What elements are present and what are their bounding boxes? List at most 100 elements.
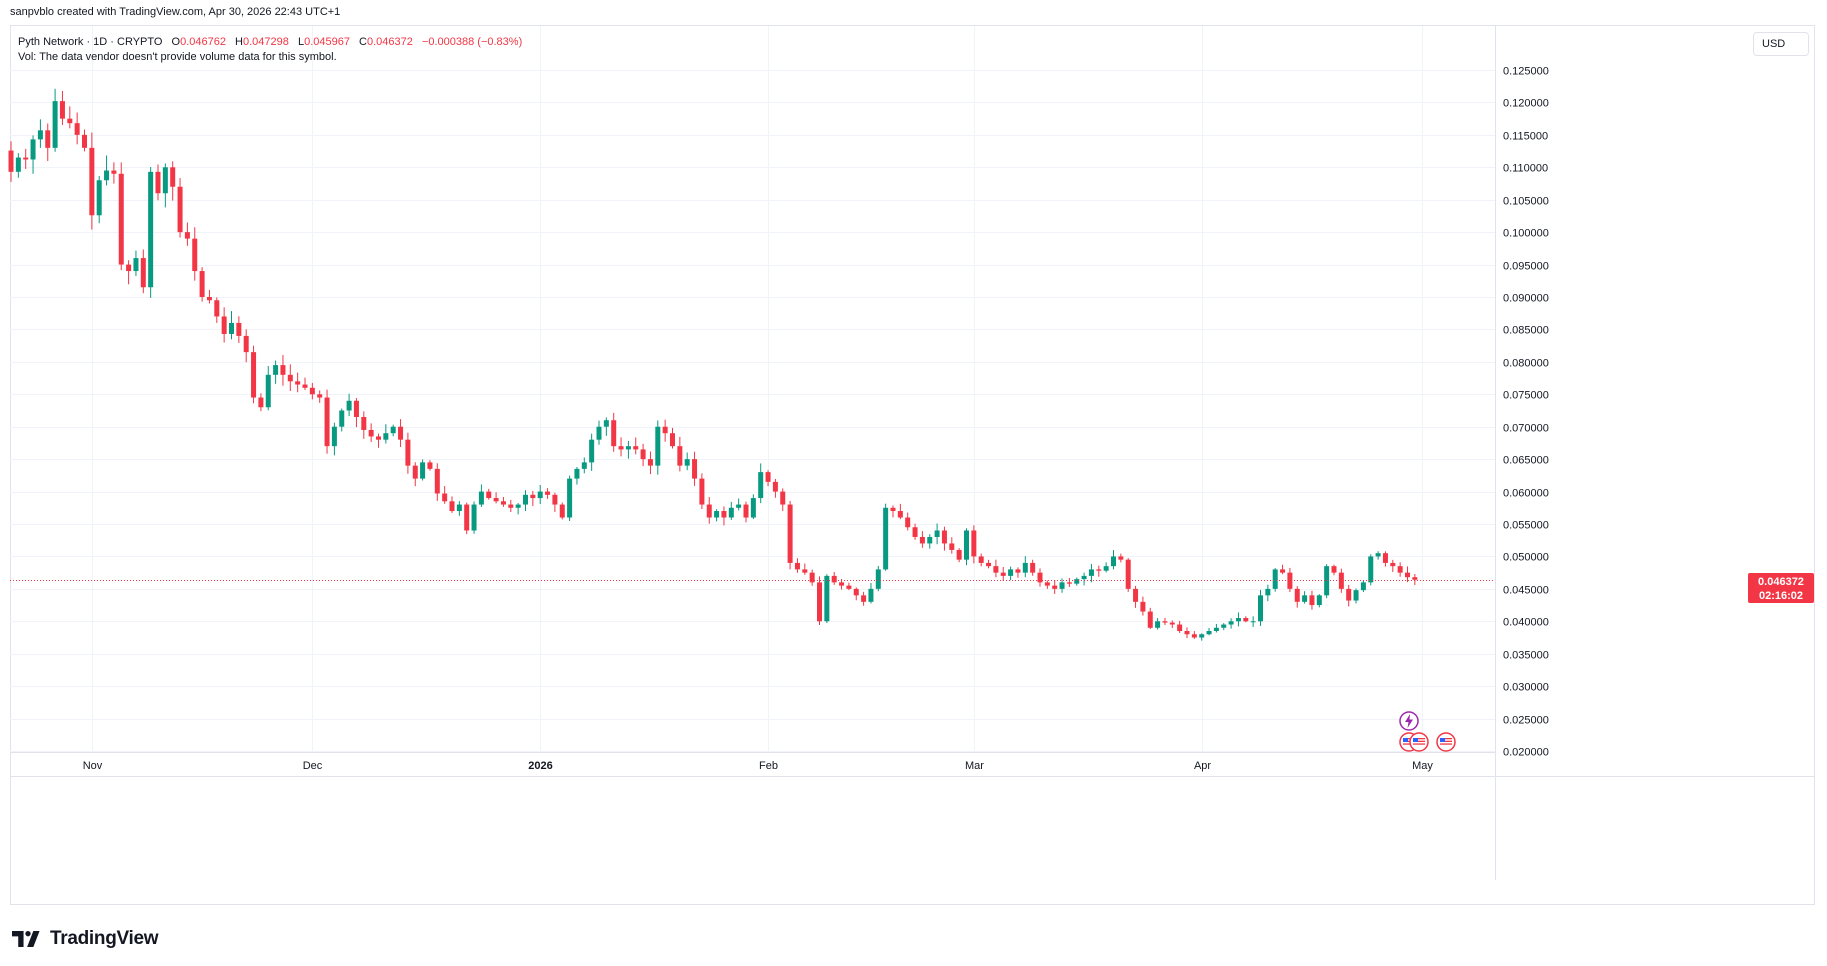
candle[interactable] bbox=[1382, 551, 1388, 567]
candle[interactable] bbox=[559, 502, 565, 520]
candle[interactable] bbox=[596, 420, 602, 445]
candle[interactable] bbox=[82, 129, 87, 152]
candle[interactable] bbox=[603, 417, 609, 436]
candle[interactable] bbox=[67, 106, 73, 129]
candle[interactable] bbox=[1390, 559, 1396, 573]
candle[interactable] bbox=[243, 329, 249, 363]
candle[interactable] bbox=[919, 531, 925, 548]
candle[interactable] bbox=[552, 492, 558, 513]
candle[interactable] bbox=[442, 486, 448, 504]
candle[interactable] bbox=[714, 509, 720, 522]
candle[interactable] bbox=[23, 148, 29, 169]
us-flag-event-icon[interactable] bbox=[1408, 731, 1430, 753]
candle[interactable] bbox=[574, 467, 580, 485]
candle[interactable] bbox=[1191, 631, 1197, 639]
candle[interactable] bbox=[412, 462, 418, 487]
candle[interactable] bbox=[1250, 616, 1256, 627]
candle[interactable] bbox=[1302, 591, 1308, 604]
candle[interactable] bbox=[236, 316, 242, 343]
candle[interactable] bbox=[140, 249, 146, 294]
candle[interactable] bbox=[15, 153, 21, 178]
candle[interactable] bbox=[74, 112, 80, 145]
candle[interactable] bbox=[258, 393, 264, 412]
candle[interactable] bbox=[317, 390, 323, 403]
candle[interactable] bbox=[1405, 566, 1410, 583]
candle[interactable] bbox=[177, 178, 183, 238]
candle[interactable] bbox=[530, 490, 536, 506]
candle[interactable] bbox=[1235, 612, 1241, 627]
candle[interactable] bbox=[1088, 563, 1094, 583]
us-flag-event-icon[interactable] bbox=[1435, 731, 1457, 753]
candle[interactable] bbox=[1030, 559, 1036, 576]
candle[interactable] bbox=[383, 424, 389, 444]
candle[interactable] bbox=[471, 501, 477, 534]
candle[interactable] bbox=[780, 488, 786, 512]
candle[interactable] bbox=[427, 460, 433, 471]
candle[interactable] bbox=[993, 559, 999, 578]
candle[interactable] bbox=[1044, 580, 1050, 589]
candle[interactable] bbox=[1052, 580, 1058, 594]
candle[interactable] bbox=[1316, 594, 1322, 608]
candle[interactable] bbox=[1118, 553, 1124, 563]
candle[interactable] bbox=[1096, 565, 1102, 577]
candle[interactable] bbox=[221, 307, 227, 343]
candle[interactable] bbox=[1228, 618, 1234, 629]
candle[interactable] bbox=[897, 503, 903, 520]
candle[interactable] bbox=[89, 132, 95, 230]
candle[interactable] bbox=[721, 506, 727, 526]
candle[interactable] bbox=[1412, 574, 1418, 585]
candle[interactable] bbox=[8, 141, 14, 182]
candle[interactable] bbox=[912, 523, 918, 540]
candle[interactable] bbox=[1169, 620, 1175, 628]
candle[interactable] bbox=[192, 227, 198, 281]
candle[interactable] bbox=[1162, 617, 1168, 626]
candle[interactable] bbox=[941, 526, 947, 551]
candle[interactable] bbox=[434, 463, 440, 501]
candle[interactable] bbox=[118, 162, 124, 271]
candle[interactable] bbox=[295, 372, 301, 393]
candle[interactable] bbox=[1258, 589, 1263, 626]
candle[interactable] bbox=[647, 451, 653, 475]
candle[interactable] bbox=[1221, 623, 1227, 631]
candle[interactable] bbox=[1280, 564, 1286, 575]
candle[interactable] bbox=[934, 523, 940, 545]
candle[interactable] bbox=[1125, 558, 1131, 592]
candle[interactable] bbox=[1346, 584, 1352, 607]
candle[interactable] bbox=[324, 389, 330, 454]
candle[interactable] bbox=[625, 440, 631, 459]
candle[interactable] bbox=[750, 494, 756, 520]
candle[interactable] bbox=[1111, 549, 1116, 570]
candle[interactable] bbox=[111, 162, 117, 184]
candle[interactable] bbox=[1206, 627, 1212, 636]
candle[interactable] bbox=[743, 501, 749, 523]
candle[interactable] bbox=[567, 475, 573, 521]
candle[interactable] bbox=[971, 525, 977, 564]
candle[interactable] bbox=[199, 267, 205, 302]
lightning-event-icon[interactable] bbox=[1398, 710, 1420, 732]
candle[interactable] bbox=[302, 377, 308, 390]
candle[interactable] bbox=[817, 576, 822, 625]
candle[interactable] bbox=[1059, 578, 1065, 593]
candle[interactable] bbox=[1037, 568, 1043, 587]
candle[interactable] bbox=[45, 123, 51, 162]
candle[interactable] bbox=[662, 419, 668, 442]
candle[interactable] bbox=[537, 484, 543, 504]
candle[interactable] bbox=[1265, 584, 1271, 602]
candle[interactable] bbox=[361, 411, 367, 439]
candle[interactable] bbox=[280, 355, 286, 386]
candle[interactable] bbox=[214, 297, 220, 323]
candle[interactable] bbox=[611, 412, 617, 452]
tradingview-logo[interactable]: TradingView bbox=[12, 928, 159, 950]
candle[interactable] bbox=[508, 499, 514, 513]
candle[interactable] bbox=[346, 393, 352, 417]
candle[interactable] bbox=[1133, 585, 1139, 608]
candle[interactable] bbox=[405, 432, 411, 474]
candle[interactable] bbox=[868, 582, 874, 604]
candle[interactable] bbox=[949, 537, 955, 554]
candle[interactable] bbox=[368, 423, 374, 442]
candle[interactable] bbox=[736, 498, 742, 511]
candle[interactable] bbox=[287, 364, 293, 392]
candle[interactable] bbox=[684, 452, 690, 471]
candle[interactable] bbox=[30, 135, 36, 174]
